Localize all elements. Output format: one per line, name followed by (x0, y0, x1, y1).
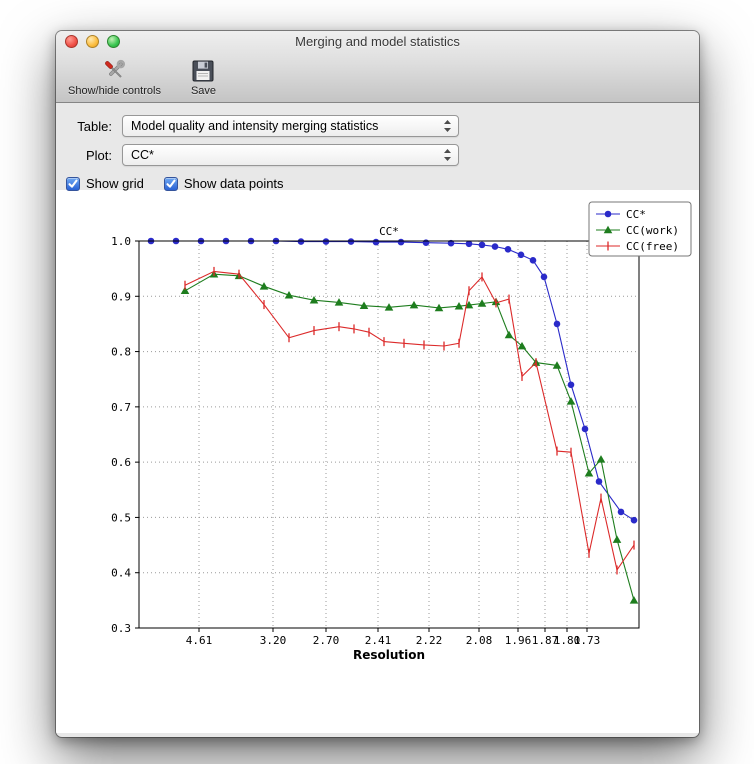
select-arrows-icon (440, 148, 455, 162)
zoom-button[interactable] (107, 35, 120, 48)
svg-text:0.3: 0.3 (111, 622, 131, 635)
save-icon (191, 57, 215, 84)
table-label: Table: (77, 118, 112, 134)
check-icon (166, 179, 176, 188)
plot-area: 0.3 0.4 0.5 0.6 0.7 0.8 0.9 1.0 4.61 3.20 2.70 2.41… (56, 190, 699, 733)
svg-text:0.6: 0.6 (111, 456, 131, 469)
svg-text:4.61: 4.61 (186, 634, 213, 647)
svg-text:Resolution: Resolution (353, 648, 425, 662)
statistics-chart: 0.3 0.4 0.5 0.6 0.7 0.8 0.9 1.0 4.61 3.20 2.70 2.41… (111, 201, 692, 662)
save-button[interactable]: Save (191, 57, 216, 97)
svg-text:3.20: 3.20 (260, 634, 287, 647)
toolbar-button-label: Save (190, 85, 217, 97)
plot-select-value: CC* (131, 148, 154, 162)
check-icon (68, 179, 78, 188)
minimize-button[interactable] (86, 35, 99, 48)
checkbox-box[interactable] (66, 176, 80, 191)
checkbox-label: Show grid (86, 176, 144, 191)
controls-panel: Table: Model quality and intensity mergi… (56, 103, 699, 191)
svg-text:1.73: 1.73 (574, 634, 601, 647)
checkbox-row: Show grid Show data points (66, 176, 699, 191)
show-grid-checkbox[interactable]: Show grid (66, 176, 144, 191)
svg-text:CC(free): CC(free) (626, 240, 679, 253)
svg-text:1.96: 1.96 (505, 634, 532, 647)
svg-text:1.0: 1.0 (111, 235, 131, 248)
toolbar-button-label: Show/hide controls (68, 85, 161, 97)
checkbox-label: Show data points (183, 176, 284, 191)
table-select-value: Model quality and intensity merging stat… (131, 119, 379, 133)
window-title: Merging and model statistics (295, 34, 460, 49)
checkbox-box[interactable] (163, 176, 178, 191)
svg-text:1.87: 1.87 (532, 634, 559, 647)
svg-text:0.8: 0.8 (111, 346, 131, 359)
window-chrome: Merging and model statistics (56, 31, 699, 103)
toolbar: Show/hide controls Save (56, 53, 699, 102)
svg-text:0.7: 0.7 (111, 401, 131, 414)
table-row: Table: Model quality and intensity mergi… (66, 115, 699, 137)
svg-text:CC*: CC* (379, 225, 399, 238)
svg-text:1.80: 1.80 (554, 634, 581, 647)
svg-text:0.5: 0.5 (111, 511, 131, 524)
show-hide-controls-button[interactable]: Show/hide controls (68, 57, 161, 97)
svg-text:2.41: 2.41 (365, 634, 392, 647)
svg-text:CC*: CC* (626, 208, 646, 221)
plot-label: Plot: (85, 147, 112, 163)
app-window: Merging and model statistics (56, 31, 699, 737)
svg-text:0.4: 0.4 (111, 567, 131, 580)
plot-select[interactable]: CC* (122, 144, 459, 166)
plot-row: Plot: CC* (66, 144, 699, 166)
svg-text:0.9: 0.9 (111, 290, 131, 303)
close-button[interactable] (65, 35, 78, 48)
tools-icon (101, 57, 128, 84)
window-titlebar[interactable]: Merging and model statistics (56, 31, 699, 53)
show-data-points-checkbox[interactable]: Show data points (163, 176, 284, 191)
svg-text:2.70: 2.70 (313, 634, 340, 647)
traffic-lights (65, 35, 128, 48)
select-arrows-icon (440, 119, 455, 133)
svg-text:2.22: 2.22 (416, 634, 443, 647)
table-select[interactable]: Model quality and intensity merging stat… (122, 115, 459, 137)
svg-text:2.08: 2.08 (466, 634, 493, 647)
svg-text:CC(work): CC(work) (626, 224, 679, 237)
